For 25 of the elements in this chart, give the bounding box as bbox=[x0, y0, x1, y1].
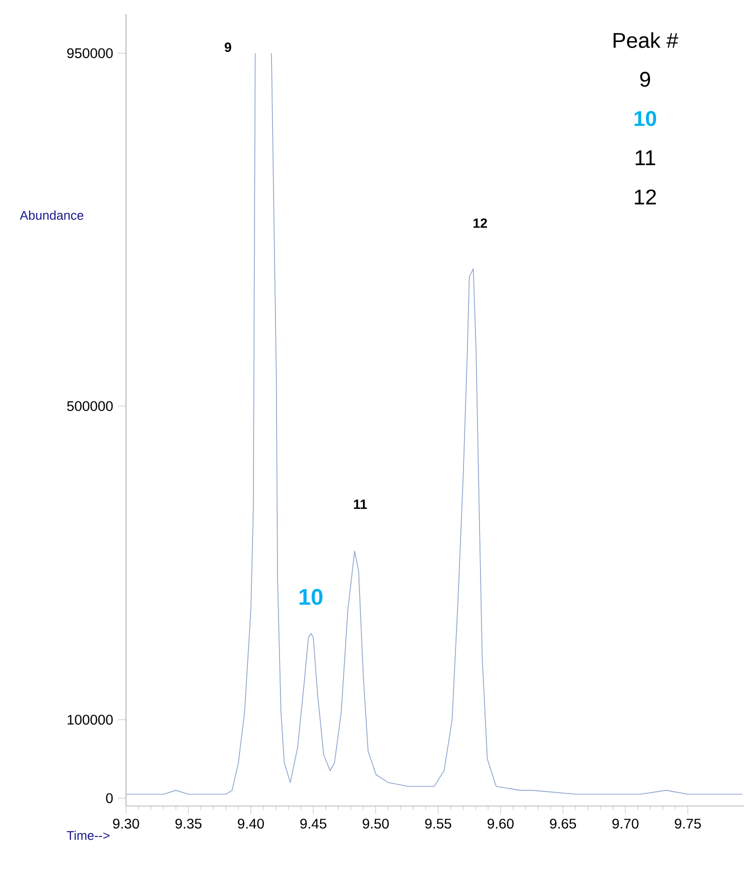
annotation: 11 bbox=[636, 150, 656, 166]
x-axis-title: Time--> bbox=[66, 830, 110, 840]
x-tick-label: 9.45 bbox=[300, 818, 326, 829]
x-tick-label: 9.30 bbox=[112, 818, 139, 829]
annotation: 9 bbox=[640, 72, 650, 87]
annotation: 12 bbox=[473, 218, 487, 228]
x-tick-label: 9.40 bbox=[238, 818, 264, 829]
x-tick-label: 9.60 bbox=[487, 818, 514, 829]
annotation: 9 bbox=[224, 42, 232, 52]
x-tick-label: 9.65 bbox=[550, 818, 576, 829]
annotation: 10 bbox=[634, 111, 656, 126]
x-tick-label: 9.55 bbox=[425, 818, 452, 829]
x-tick-label: 9.50 bbox=[362, 818, 389, 829]
annotation: 10 bbox=[299, 588, 322, 605]
annotation: Peak # bbox=[614, 32, 678, 48]
y-axis-title: Abundance bbox=[20, 210, 84, 220]
annotation: 11 bbox=[354, 500, 367, 509]
y-tick-label: 500000 bbox=[67, 401, 113, 412]
y-tick-label: 0 bbox=[106, 793, 113, 804]
x-tick-label: 9.75 bbox=[674, 818, 701, 829]
y-tick-label: 100000 bbox=[68, 714, 113, 725]
x-tick-label: 9.70 bbox=[612, 818, 638, 829]
x-tick-label: 9.35 bbox=[175, 818, 202, 829]
y-tick-label: 950000 bbox=[67, 48, 113, 58]
annotation: 12 bbox=[634, 190, 656, 204]
